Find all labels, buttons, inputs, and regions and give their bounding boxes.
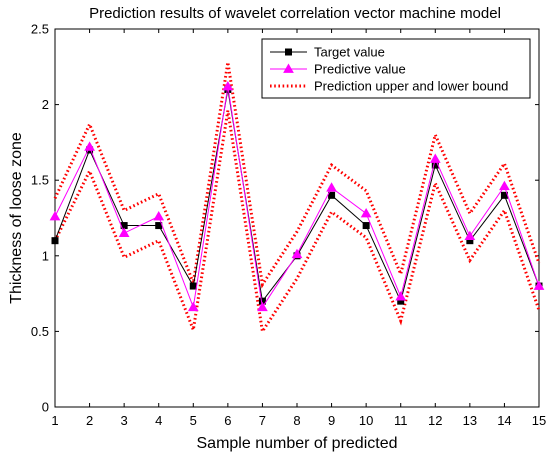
x-tick-label: 15 bbox=[532, 413, 546, 428]
x-tick-label: 9 bbox=[328, 413, 335, 428]
x-ticks: 1 2 3 4 5 6 7 8 9 10 11 12 13 14 15 bbox=[51, 29, 546, 428]
y-tick-label: 1.5 bbox=[31, 173, 49, 188]
predictive-point bbox=[187, 301, 199, 312]
y-tick-label: 2.5 bbox=[31, 22, 49, 37]
x-tick-label: 2 bbox=[86, 413, 93, 428]
x-tick-label: 11 bbox=[394, 413, 408, 428]
target-point bbox=[328, 191, 336, 199]
y-tick-label: 0.5 bbox=[31, 324, 49, 339]
legend-entries: Target value Predictive value Prediction u… bbox=[270, 45, 508, 94]
y-tick-label: 1 bbox=[42, 248, 49, 263]
y-tick-label: 0 bbox=[42, 400, 49, 415]
x-tick-label: 14 bbox=[497, 413, 511, 428]
y-tick-label: 2 bbox=[42, 97, 49, 112]
predictive-point bbox=[49, 210, 61, 221]
y-axis-label: Thickness of loose zone bbox=[8, 132, 25, 304]
predictive-point bbox=[533, 280, 545, 290]
target-point bbox=[189, 282, 197, 290]
x-tick-label: 7 bbox=[259, 413, 266, 428]
series-layer bbox=[49, 62, 545, 336]
predictive-point bbox=[84, 141, 95, 151]
predictive-point bbox=[153, 210, 165, 221]
lower-bound-line bbox=[53, 110, 541, 336]
predictive-point bbox=[257, 301, 268, 312]
predictive-point bbox=[429, 153, 441, 163]
legend-label: Prediction upper and lower bound bbox=[314, 79, 508, 94]
upper-bound-line bbox=[53, 62, 541, 289]
x-tick-label: 13 bbox=[463, 413, 477, 428]
predictive-point bbox=[291, 248, 303, 259]
x-tick-label: 5 bbox=[190, 413, 197, 428]
predictive-point bbox=[395, 291, 407, 301]
predictive-point bbox=[222, 80, 234, 91]
predictive-point bbox=[360, 207, 372, 218]
x-tick-label: 8 bbox=[293, 413, 300, 428]
x-axis-label: Sample number of predicted bbox=[197, 435, 398, 452]
x-tick-label: 10 bbox=[359, 413, 373, 428]
predictive-point bbox=[326, 182, 337, 192]
predictive-point bbox=[118, 227, 130, 237]
x-tick-label: 3 bbox=[121, 413, 128, 428]
bound-series bbox=[53, 62, 541, 336]
predictive-point bbox=[499, 180, 510, 191]
x-tick-label: 4 bbox=[155, 413, 162, 428]
chart-title: Prediction results of wavelet correlatio… bbox=[89, 5, 501, 22]
x-tick-label: 12 bbox=[428, 413, 442, 428]
predictive-point bbox=[464, 230, 476, 241]
x-tick-label: 1 bbox=[51, 413, 58, 428]
legend-label: Target value bbox=[314, 45, 385, 60]
x-tick-label: 6 bbox=[224, 413, 231, 428]
legend-marker bbox=[285, 48, 292, 56]
legend: Target value Predictive value Prediction u… bbox=[261, 38, 531, 99]
target-point bbox=[51, 237, 59, 245]
y-ticks: 0 0.5 1 1.5 2 2.5 bbox=[31, 22, 539, 415]
legend-marker bbox=[283, 63, 294, 73]
target-point bbox=[362, 222, 370, 230]
legend-label: Predictive value bbox=[314, 62, 406, 77]
predictive-series bbox=[49, 80, 545, 312]
target-point bbox=[155, 222, 163, 230]
